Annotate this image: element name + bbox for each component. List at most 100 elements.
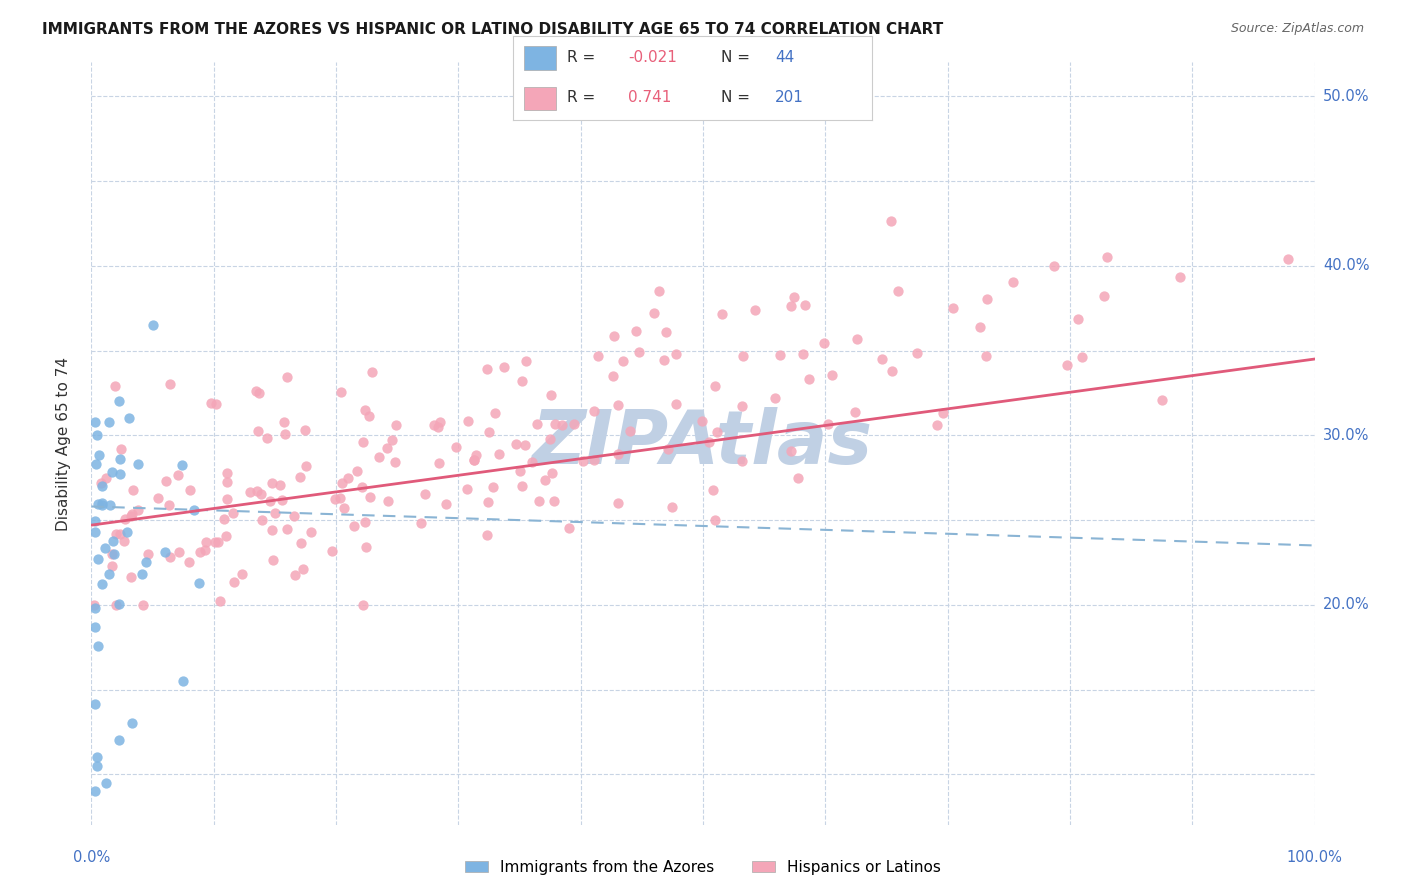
- Text: 40.0%: 40.0%: [1323, 259, 1369, 273]
- Point: [1071, 350, 1094, 364]
- Point: [238, 485, 260, 500]
- Point: [87, 552, 110, 566]
- Point: [558, 520, 581, 534]
- Point: [142, 318, 165, 333]
- Point: [779, 299, 801, 313]
- Point: [110, 442, 132, 456]
- Point: [166, 467, 188, 482]
- Point: [544, 417, 567, 431]
- Point: [655, 325, 678, 339]
- Point: [155, 474, 177, 488]
- Point: [515, 354, 537, 368]
- Point: [429, 456, 451, 470]
- Point: [90, 479, 112, 493]
- Point: [427, 420, 450, 434]
- Point: [352, 598, 374, 612]
- Point: [352, 479, 374, 493]
- Point: [969, 320, 991, 334]
- Point: [527, 494, 550, 508]
- Point: [121, 483, 143, 497]
- Point: [148, 491, 170, 505]
- Point: [475, 527, 498, 541]
- Text: -0.021: -0.021: [628, 50, 676, 65]
- Point: [194, 535, 217, 549]
- Point: [783, 290, 806, 304]
- Point: [354, 402, 377, 417]
- Point: [1067, 311, 1090, 326]
- Point: [153, 545, 176, 559]
- Point: [354, 515, 377, 529]
- Point: [582, 403, 605, 417]
- Point: [794, 298, 817, 312]
- Point: [513, 438, 536, 452]
- Point: [214, 528, 236, 542]
- Point: [606, 447, 628, 461]
- Point: [361, 365, 384, 379]
- Point: [159, 549, 181, 564]
- Point: [86, 497, 108, 511]
- Point: [200, 395, 222, 409]
- Text: ZIPAtlas: ZIPAtlas: [533, 408, 873, 480]
- Point: [942, 301, 965, 315]
- Point: [101, 547, 124, 561]
- Point: [132, 598, 155, 612]
- Point: [624, 324, 647, 338]
- Point: [797, 372, 820, 386]
- Point: [1002, 275, 1025, 289]
- Point: [172, 458, 194, 473]
- Point: [1092, 289, 1115, 303]
- Point: [329, 491, 352, 505]
- Point: [907, 346, 929, 360]
- Point: [744, 302, 766, 317]
- Point: [101, 558, 124, 573]
- Point: [429, 416, 451, 430]
- Point: [488, 447, 510, 461]
- Legend: Immigrants from the Azores, Hispanics or Latinos: Immigrants from the Azores, Hispanics or…: [458, 854, 948, 881]
- Point: [127, 457, 149, 471]
- Point: [1150, 393, 1173, 408]
- Point: [330, 476, 353, 491]
- Point: [606, 496, 628, 510]
- Point: [323, 492, 346, 507]
- Point: [103, 547, 125, 561]
- Point: [652, 352, 675, 367]
- Point: [299, 525, 322, 540]
- Point: [661, 500, 683, 514]
- Point: [510, 479, 533, 493]
- Point: [94, 776, 117, 790]
- Point: [207, 534, 229, 549]
- Point: [131, 567, 153, 582]
- Point: [870, 351, 893, 366]
- Point: [269, 477, 291, 491]
- Point: [927, 417, 949, 432]
- Point: [444, 440, 467, 454]
- Point: [204, 534, 226, 549]
- Point: [336, 471, 359, 485]
- Point: [846, 332, 869, 346]
- Point: [657, 442, 679, 456]
- Point: [187, 576, 209, 591]
- Point: [250, 487, 273, 501]
- Point: [177, 555, 200, 569]
- Point: [1168, 269, 1191, 284]
- Point: [108, 394, 131, 409]
- Point: [702, 483, 724, 497]
- Y-axis label: Disability Age 65 to 74: Disability Age 65 to 74: [56, 357, 70, 531]
- Point: [138, 547, 160, 561]
- Point: [520, 455, 543, 469]
- Text: 201: 201: [775, 90, 804, 105]
- Point: [1277, 252, 1299, 267]
- Point: [880, 214, 903, 228]
- Point: [84, 524, 107, 539]
- Text: 100.0%: 100.0%: [1286, 850, 1343, 865]
- Point: [98, 415, 121, 429]
- Point: [377, 494, 399, 508]
- Point: [330, 384, 353, 399]
- Point: [231, 567, 253, 582]
- Point: [572, 454, 595, 468]
- Point: [411, 516, 433, 530]
- Point: [477, 495, 499, 509]
- Point: [509, 464, 531, 478]
- Point: [886, 284, 908, 298]
- Point: [484, 406, 506, 420]
